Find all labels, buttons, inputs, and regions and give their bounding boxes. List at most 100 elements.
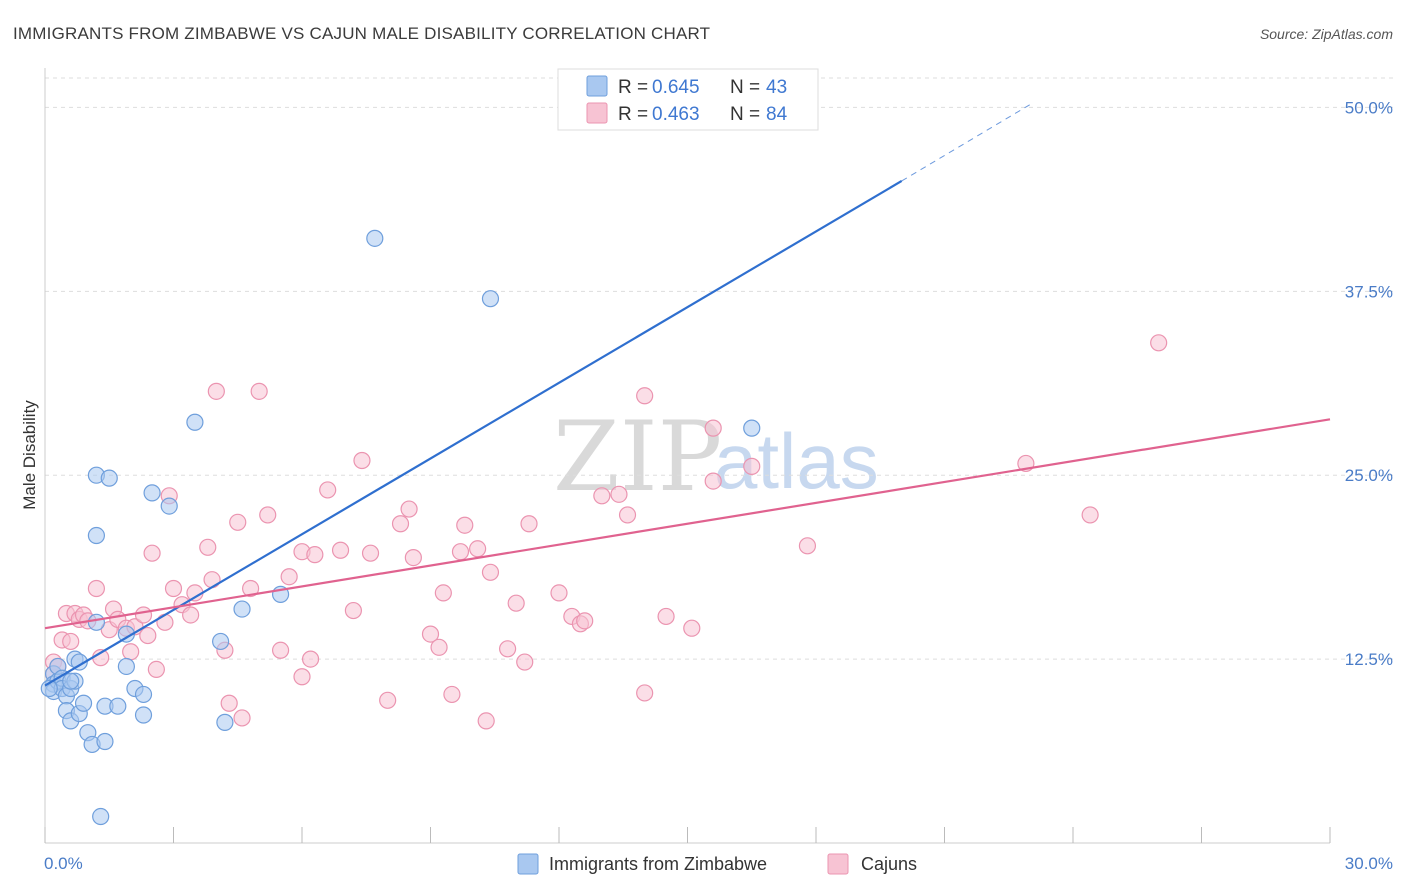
point-zimbabwe bbox=[62, 672, 80, 690]
bottom-legend-swatch-zimbabwe bbox=[517, 853, 539, 875]
point-cajuns bbox=[242, 579, 260, 598]
chart-title: IMMIGRANTS FROM ZIMBABWE VS CAJUN MALE D… bbox=[13, 24, 710, 43]
point-cajuns bbox=[451, 543, 470, 561]
point-cajuns bbox=[477, 712, 495, 730]
point-cajuns bbox=[704, 419, 722, 437]
point-cajuns bbox=[156, 613, 174, 631]
point-cajuns bbox=[683, 619, 701, 637]
point-cajuns bbox=[743, 457, 761, 475]
point-cajuns bbox=[704, 472, 722, 490]
point-cajuns bbox=[636, 387, 654, 405]
y-tick-label: 37.5% bbox=[1345, 282, 1393, 301]
legend-swatch-zimbabwe bbox=[586, 75, 608, 97]
point-cajuns bbox=[469, 540, 487, 558]
point-zimbabwe bbox=[100, 469, 118, 487]
point-cajuns bbox=[481, 563, 500, 581]
point-zimbabwe bbox=[92, 807, 110, 826]
y-tick-label: 12.5% bbox=[1345, 650, 1393, 669]
point-cajuns bbox=[306, 546, 324, 564]
point-cajuns bbox=[400, 500, 418, 518]
point-cajuns bbox=[280, 568, 298, 586]
point-zimbabwe bbox=[117, 657, 135, 676]
point-cajuns bbox=[259, 506, 277, 524]
point-cajuns bbox=[207, 382, 225, 400]
point-zimbabwe bbox=[160, 497, 178, 515]
legend-n-label-cajuns: N = bbox=[730, 104, 760, 125]
point-cajuns bbox=[391, 515, 410, 533]
point-zimbabwe bbox=[70, 653, 88, 671]
point-cajuns bbox=[610, 485, 628, 503]
point-cajuns bbox=[182, 606, 200, 624]
point-cajuns bbox=[421, 625, 440, 643]
point-cajuns bbox=[434, 584, 452, 602]
point-cajuns bbox=[798, 537, 817, 555]
point-cajuns bbox=[636, 684, 654, 702]
point-cajuns bbox=[430, 638, 448, 656]
chart-source: Source: ZipAtlas.com bbox=[1260, 26, 1393, 42]
point-cajuns bbox=[344, 601, 362, 620]
point-zimbabwe bbox=[134, 685, 153, 704]
point-zimbabwe bbox=[216, 713, 234, 731]
watermark-atlas: atlas bbox=[714, 417, 879, 505]
point-cajuns bbox=[1081, 506, 1099, 524]
point-zimbabwe bbox=[143, 484, 161, 502]
point-cajuns bbox=[593, 487, 611, 505]
point-zimbabwe bbox=[481, 290, 500, 308]
point-cajuns bbox=[87, 579, 106, 598]
legend-top: R = 0.645 N = 43 R = 0.463 N = 84 bbox=[557, 68, 819, 131]
point-cajuns bbox=[550, 584, 568, 602]
point-cajuns bbox=[379, 691, 397, 709]
legend-n-label-zimbabwe: N = bbox=[730, 77, 760, 98]
point-zimbabwe bbox=[212, 632, 230, 651]
point-cajuns bbox=[404, 548, 422, 567]
point-cajuns bbox=[143, 544, 161, 562]
bottom-legend-label-cajuns: Cajuns bbox=[861, 854, 917, 874]
point-zimbabwe bbox=[87, 526, 106, 545]
point-zimbabwe bbox=[743, 419, 761, 437]
point-cajuns bbox=[139, 626, 157, 645]
point-cajuns bbox=[443, 685, 461, 704]
point-cajuns bbox=[361, 544, 380, 562]
x-tick-label-max: 30.0% bbox=[1345, 854, 1393, 873]
legend-r-label-zimbabwe: R = bbox=[618, 77, 648, 98]
y-tick-label: 25.0% bbox=[1345, 466, 1393, 485]
point-cajuns bbox=[199, 538, 217, 556]
point-cajuns bbox=[331, 541, 350, 559]
trend-line-zimbabwe bbox=[44, 180, 903, 687]
point-cajuns bbox=[657, 607, 675, 626]
point-zimbabwe bbox=[87, 613, 106, 631]
axes bbox=[44, 68, 1331, 844]
point-zimbabwe bbox=[233, 600, 251, 618]
data-points bbox=[40, 229, 1168, 826]
legend-r-label-cajuns: R = bbox=[618, 104, 648, 125]
legend-n-value-zimbabwe: 43 bbox=[766, 77, 787, 98]
point-cajuns bbox=[122, 643, 140, 661]
legend-bottom: Immigrants from Zimbabwe Cajuns bbox=[517, 853, 917, 875]
point-cajuns bbox=[62, 632, 80, 651]
grid bbox=[45, 77, 1393, 660]
trend-line-cajuns bbox=[44, 418, 1331, 630]
legend-swatch-cajuns bbox=[586, 102, 608, 124]
legend-r-value-cajuns: 0.463 bbox=[652, 104, 700, 125]
point-zimbabwe bbox=[186, 413, 204, 431]
point-cajuns bbox=[203, 571, 221, 589]
point-cajuns bbox=[618, 506, 637, 524]
point-zimbabwe bbox=[74, 694, 93, 712]
point-cajuns bbox=[164, 579, 183, 598]
watermark-zip: ZIP bbox=[553, 401, 722, 513]
legend-r-value-zimbabwe: 0.645 bbox=[652, 77, 700, 98]
point-cajuns bbox=[456, 516, 474, 534]
point-cajuns bbox=[353, 451, 371, 470]
point-zimbabwe bbox=[109, 697, 127, 715]
point-cajuns bbox=[233, 709, 251, 727]
trend-line-zimbabwe-extension bbox=[901, 104, 1031, 182]
y-tick-labels: 12.5% 25.0% 37.5% 50.0% bbox=[1345, 98, 1393, 669]
point-cajuns bbox=[229, 513, 247, 531]
legend-n-value-cajuns: 84 bbox=[766, 104, 788, 125]
point-cajuns bbox=[516, 653, 534, 671]
point-cajuns bbox=[319, 481, 337, 499]
point-cajuns bbox=[250, 382, 268, 400]
point-zimbabwe bbox=[96, 732, 114, 751]
point-cajuns bbox=[220, 694, 238, 712]
y-axis-label: Male Disability bbox=[20, 400, 39, 510]
